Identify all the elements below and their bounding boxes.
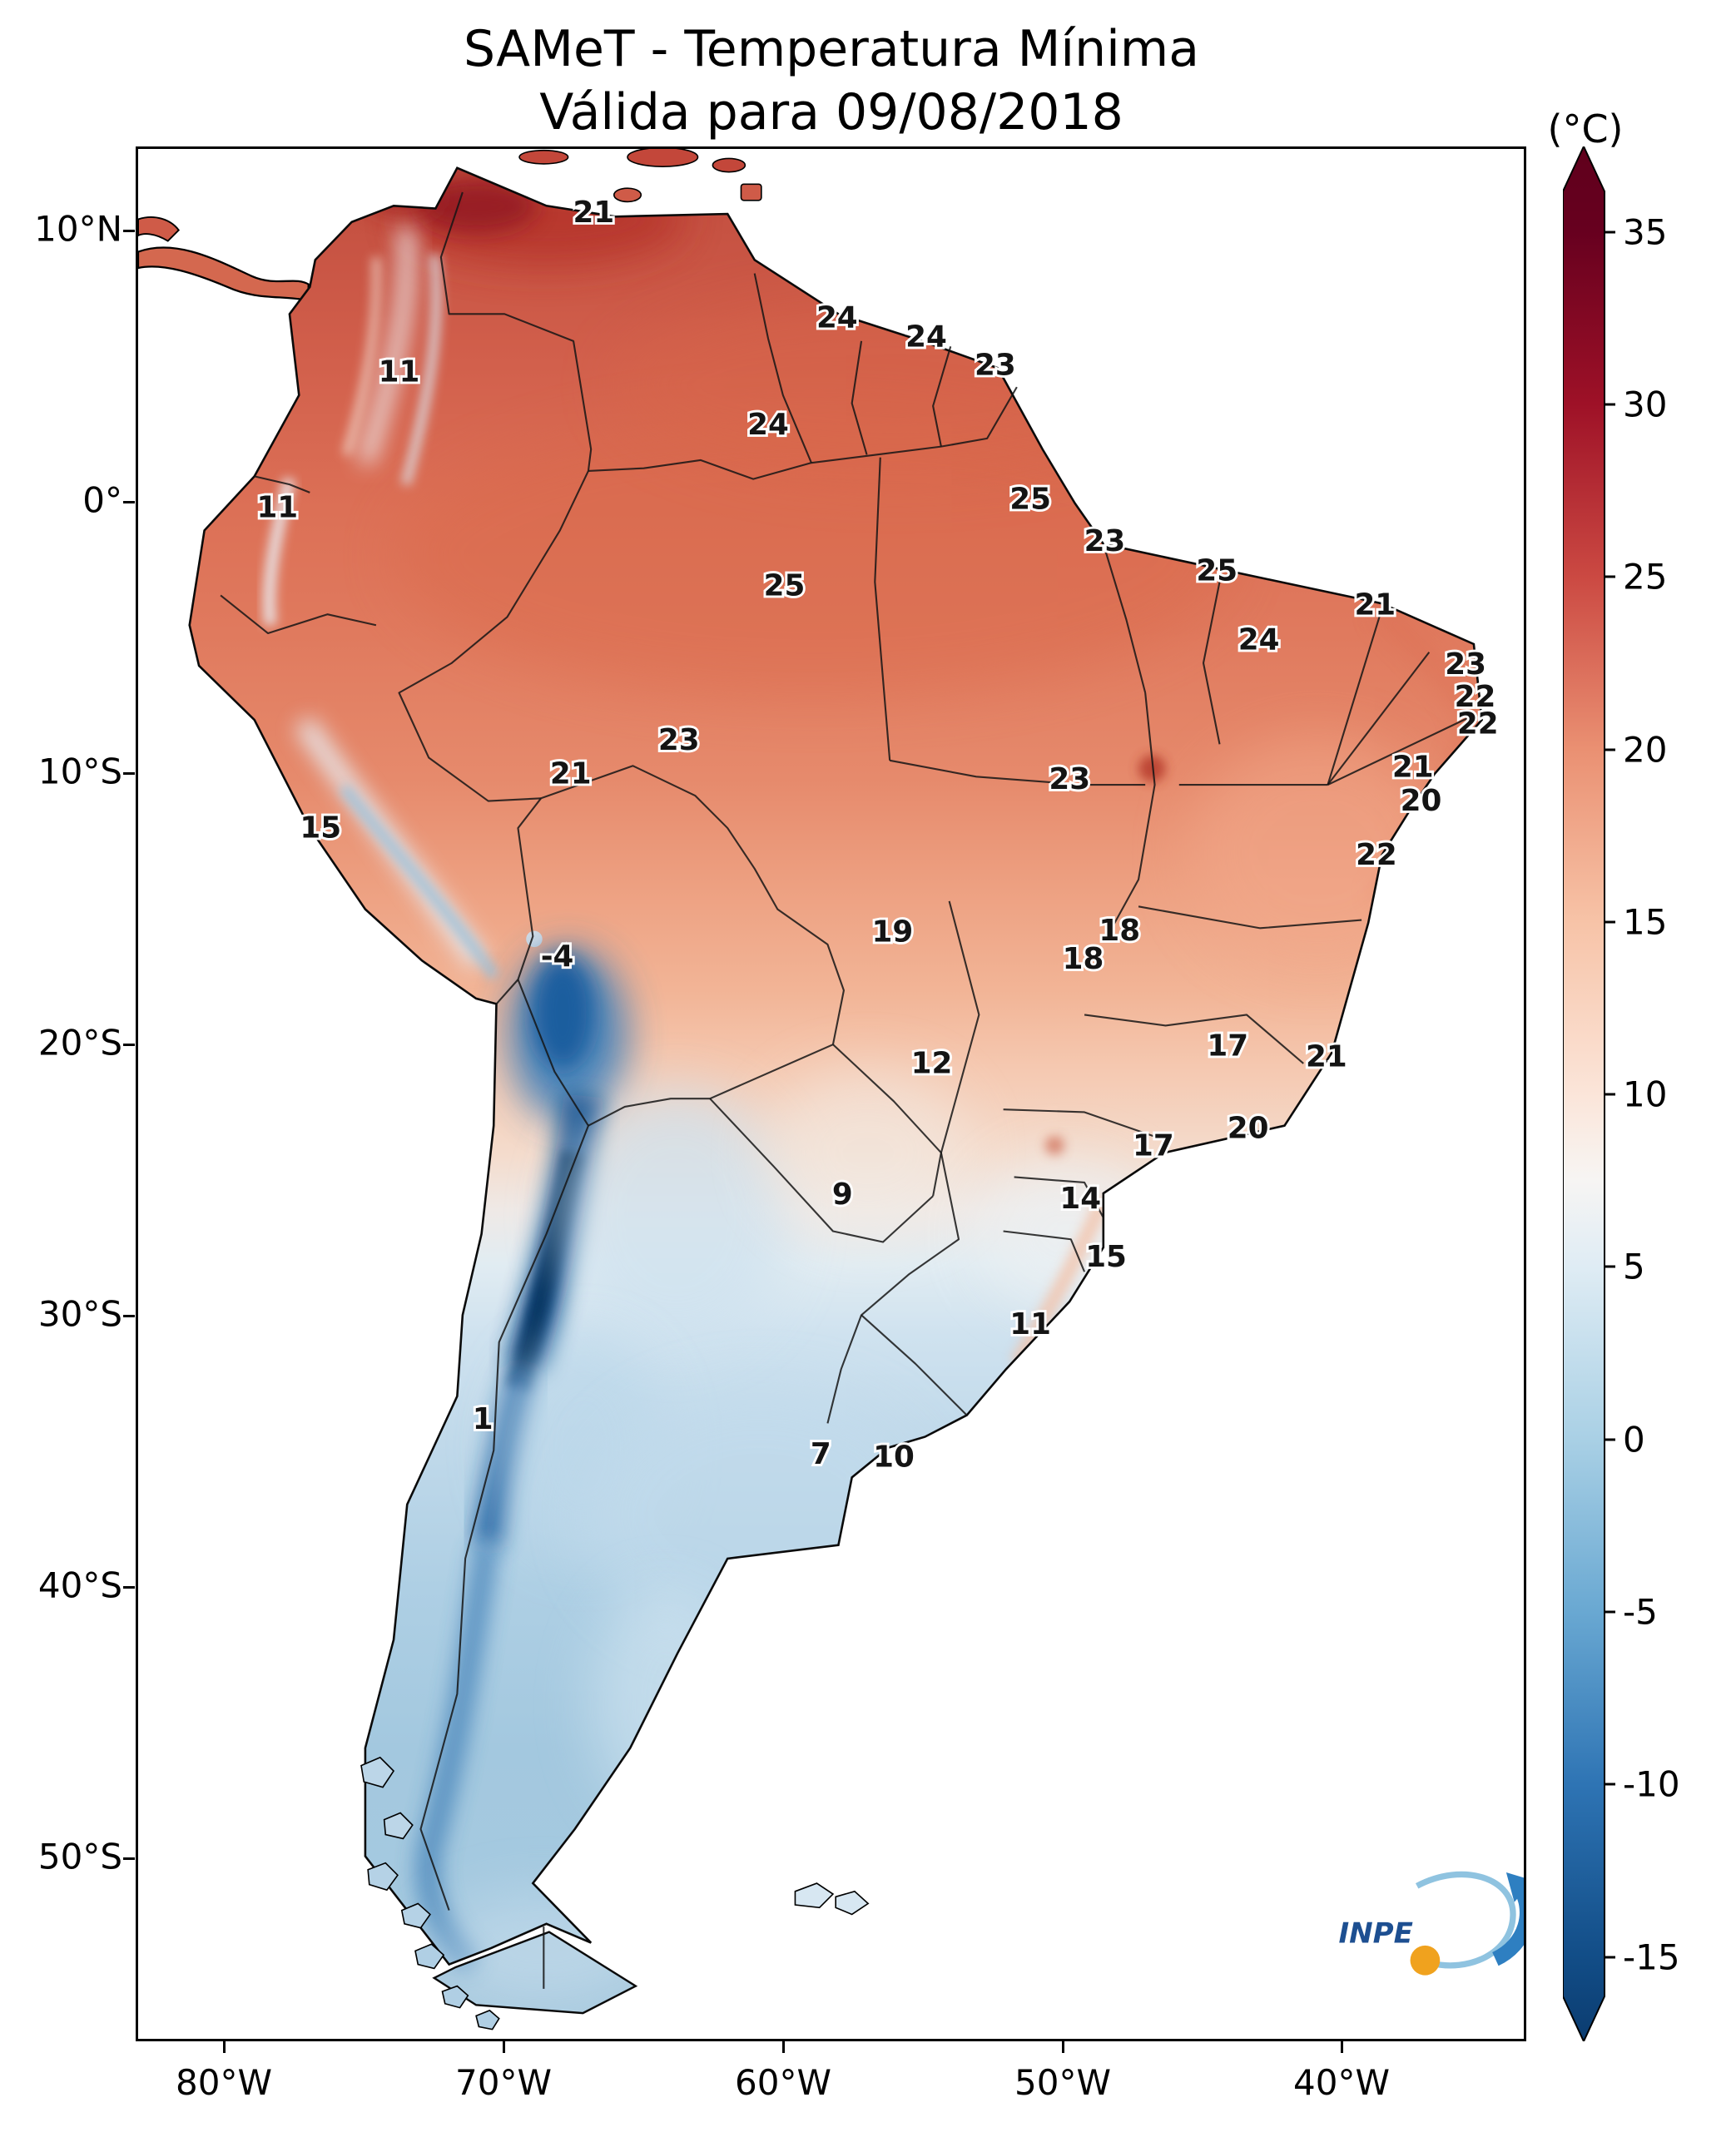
lat-tick-mark bbox=[123, 230, 135, 232]
lat-tick-label: 50°S bbox=[37, 1836, 122, 1877]
colorbar-tick-label: -15 bbox=[1623, 1937, 1680, 1978]
lat-tick-label: 20°S bbox=[37, 1022, 122, 1064]
panama-landmass bbox=[138, 246, 310, 302]
temperature-value-label: 24 bbox=[905, 320, 947, 354]
lon-tick-mark bbox=[1341, 2041, 1343, 2053]
lat-tick-mark bbox=[123, 1857, 135, 1860]
temperature-value-label: 23 bbox=[975, 349, 1016, 383]
temperature-value-label: 24 bbox=[1238, 623, 1280, 657]
colorbar-tick-label: 25 bbox=[1623, 557, 1667, 598]
colorbar-tick-label: 30 bbox=[1623, 384, 1667, 425]
colorbar-unit-label: (°C) bbox=[1547, 107, 1624, 151]
lat-tick-mark bbox=[123, 772, 135, 775]
temperature-value-label: 11 bbox=[1009, 1307, 1051, 1341]
lat-tick-label: 10°S bbox=[37, 751, 122, 792]
internal-borders bbox=[220, 191, 1471, 1989]
temperature-value-label: 15 bbox=[1085, 1240, 1127, 1274]
colorbar-ticks: 35 30 25 20 15 10 5 0 -5 -10 -15 bbox=[1605, 212, 1680, 1978]
temperature-value-label: -4 bbox=[541, 940, 574, 974]
temperature-value-label: 24 bbox=[816, 301, 858, 335]
lon-tick-mark bbox=[223, 2041, 226, 2053]
southern-islands bbox=[360, 1756, 870, 2031]
temperature-value-label: 23 bbox=[658, 723, 700, 757]
lon-tick-mark bbox=[1062, 2041, 1064, 2053]
temperature-value-label: 9 bbox=[832, 1178, 853, 1212]
lon-tick-label: 70°W bbox=[455, 2062, 552, 2103]
colorbar: 35 30 25 20 15 10 5 0 -5 -10 -15 bbox=[1563, 146, 1736, 2041]
figure-title: SAMeT - Temperatura Mínima bbox=[463, 20, 1200, 78]
colorbar-gradient-bar bbox=[1563, 146, 1605, 2041]
temperature-value-label: 23 bbox=[1445, 647, 1486, 682]
inpe-orbit-icon bbox=[1415, 1871, 1516, 1969]
temperature-value-label: 21 bbox=[550, 757, 592, 791]
temperature-value-label: 21 bbox=[1392, 750, 1434, 784]
lon-tick-mark bbox=[503, 2041, 505, 2053]
temperature-value-label: 14 bbox=[1059, 1182, 1101, 1216]
colorbar-tick-label: 5 bbox=[1623, 1247, 1645, 1287]
lon-tick-mark bbox=[782, 2041, 785, 2053]
temperature-value-label: 21 bbox=[1354, 588, 1396, 622]
colorbar-tick-label: 20 bbox=[1623, 730, 1667, 771]
colorbar-tick-label: -10 bbox=[1623, 1764, 1680, 1805]
colorbar-tick-label: 0 bbox=[1623, 1420, 1645, 1460]
temperature-value-label: 23 bbox=[1084, 524, 1126, 558]
figure-subtitle: Válida para 09/08/2018 bbox=[539, 83, 1123, 141]
temperature-value-label: 22 bbox=[1455, 680, 1496, 714]
central-america-and-islands bbox=[138, 149, 762, 302]
temperature-value-label: 21 bbox=[1306, 1039, 1347, 1074]
temperature-value-label: 17 bbox=[1133, 1129, 1174, 1163]
temperature-value-label: 18 bbox=[1099, 914, 1140, 948]
temperature-value-label: 20 bbox=[1228, 1111, 1269, 1145]
trinidad-island bbox=[740, 183, 762, 201]
temperature-value-label: 12 bbox=[911, 1046, 953, 1080]
lon-tick-label: 40°W bbox=[1293, 2062, 1390, 2103]
temperature-value-label: 23 bbox=[1049, 762, 1090, 796]
inpe-orange-dot-icon bbox=[1410, 1945, 1441, 1976]
temperature-value-label: 18 bbox=[1063, 942, 1104, 976]
temperature-value-label: 24 bbox=[747, 408, 789, 442]
lon-tick-label: 60°W bbox=[735, 2062, 831, 2103]
temperature-value-label: 21 bbox=[573, 196, 615, 230]
temperature-value-label: 20 bbox=[1401, 784, 1442, 818]
temperature-value-label: 17 bbox=[1207, 1029, 1248, 1063]
colorbar-tick-label: 15 bbox=[1623, 902, 1667, 943]
temperature-value-label: 11 bbox=[379, 355, 420, 389]
temperature-value-label: 25 bbox=[764, 569, 806, 603]
lat-tick-label: 40°S bbox=[37, 1564, 122, 1606]
lat-tick-label: 0° bbox=[82, 479, 122, 521]
lat-tick-mark bbox=[123, 501, 135, 503]
lat-tick-mark bbox=[123, 1044, 135, 1046]
inpe-logo-text: INPE bbox=[1338, 1917, 1413, 1951]
colorbar-tick-label: 10 bbox=[1623, 1074, 1667, 1115]
temperature-value-label: 22 bbox=[1457, 707, 1499, 741]
colorbar-tick-label: -5 bbox=[1623, 1592, 1658, 1633]
temperature-value-label: 10 bbox=[873, 1440, 915, 1474]
lon-tick-label: 80°W bbox=[176, 2062, 272, 2103]
temperature-value-label: 1 bbox=[473, 1402, 494, 1436]
temperature-value-label: 15 bbox=[300, 811, 341, 845]
lat-tick-label: 30°S bbox=[37, 1293, 122, 1335]
colorbar-tick-label: 35 bbox=[1623, 212, 1667, 253]
lat-tick-mark bbox=[123, 1315, 135, 1317]
lon-tick-label: 50°W bbox=[1014, 2062, 1111, 2103]
falkland-islands bbox=[794, 1882, 835, 1909]
inpe-logo: INPE bbox=[1338, 1871, 1524, 1976]
temperature-value-label: 11 bbox=[256, 490, 298, 524]
lat-tick-label: 10°N bbox=[34, 208, 122, 250]
lat-tick-mark bbox=[123, 1586, 135, 1589]
map-plot-area: INPE 21 24 24 23 11 24 11 25 23 25 25 21 24 23 22 22 23 2… bbox=[136, 146, 1526, 2041]
temperature-value-label: 7 bbox=[811, 1437, 831, 1471]
temperature-value-label: 19 bbox=[872, 915, 914, 950]
temperature-value-label: 22 bbox=[1356, 838, 1397, 872]
temperature-value-label: 25 bbox=[1196, 554, 1238, 588]
temperature-value-label: 25 bbox=[1009, 483, 1051, 517]
